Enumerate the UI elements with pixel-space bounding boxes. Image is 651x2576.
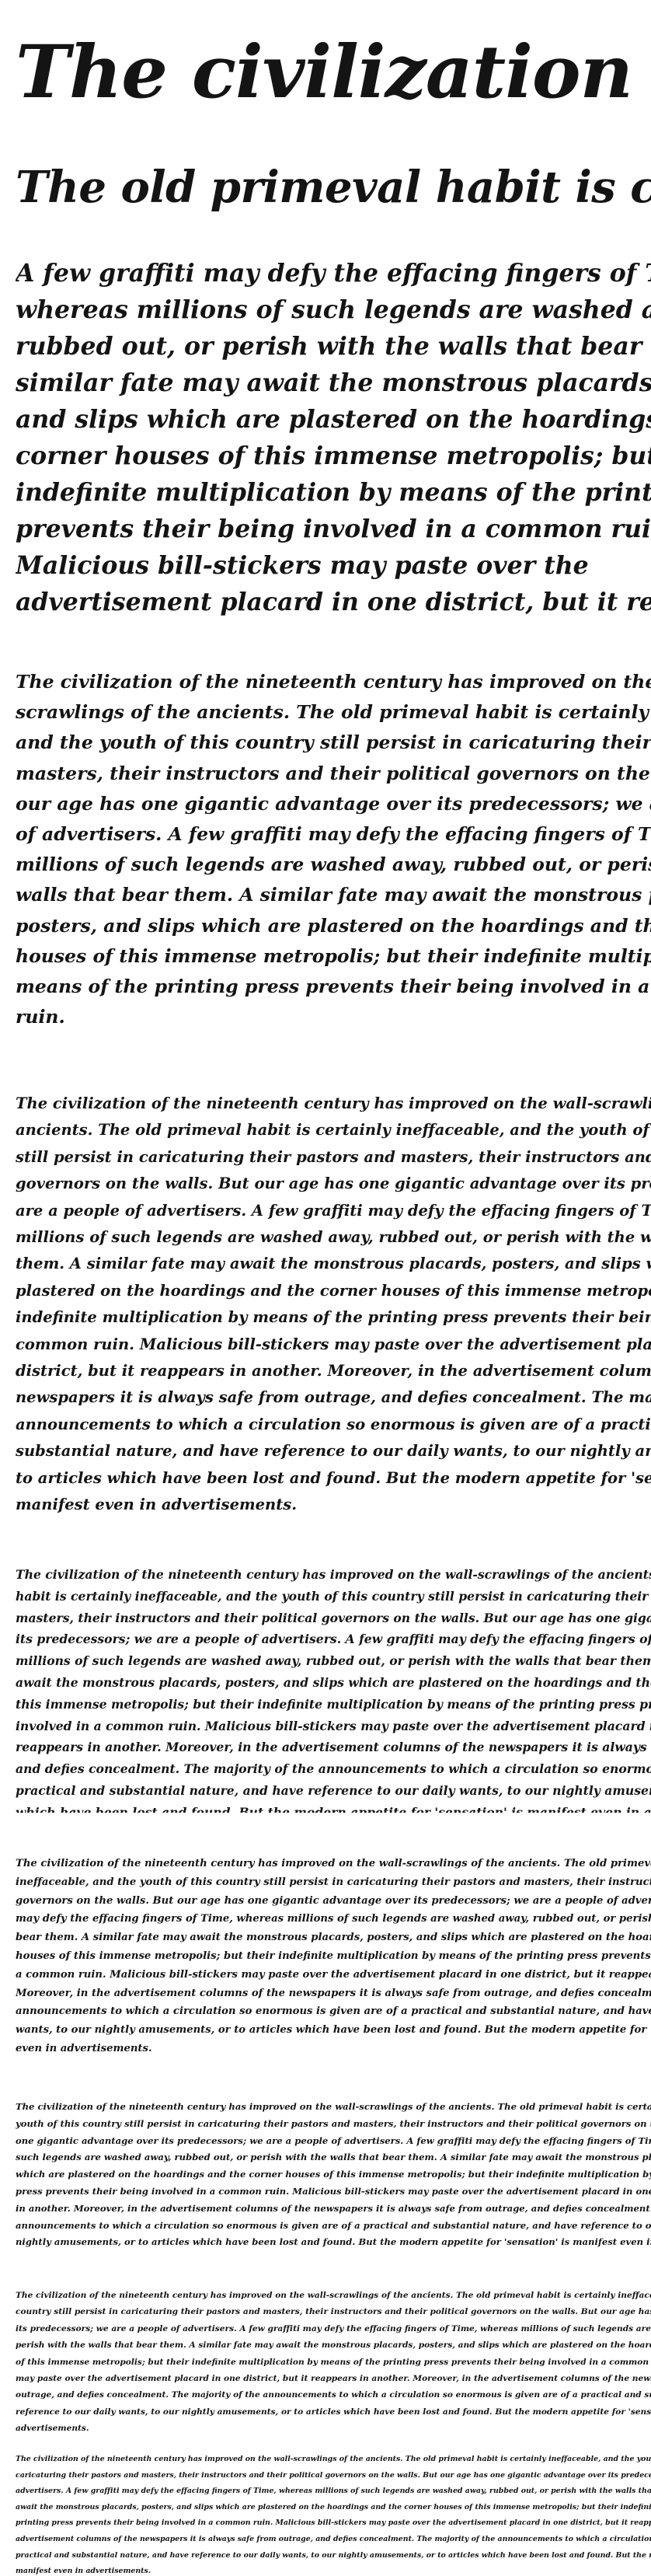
specimen-block-10: The civilization of the nineteenth centu… — [16, 2452, 651, 2576]
specimen-paragraph-4: The civilization of the nineteenth centu… — [16, 671, 651, 1028]
specimen-paragraph-8: The civilization of the nineteenth centu… — [16, 2101, 651, 2248]
specimen-paragraph-10: The civilization of the nineteenth centu… — [16, 2455, 651, 2576]
specimen-paragraph-7: The civilization of the nineteenth centu… — [16, 1858, 651, 2054]
specimen-block-5: The civilization of the nineteenth centu… — [16, 1091, 651, 1526]
specimen-block-9: The civilization of the nineteenth centu… — [16, 2288, 651, 2439]
specimen-block-7: The civilization of the nineteenth centu… — [16, 1855, 651, 2065]
specimen-block-3: A few graffiti may defy the effacing fin… — [16, 255, 651, 620]
specimen-paragraph-9: The civilization of the nineteenth centu… — [16, 2291, 651, 2434]
specimen-paragraph-6: The civilization of the nineteenth centu… — [16, 1567, 651, 1813]
specimen-line-2: The old primeval habit is certainly inef… — [16, 162, 651, 213]
specimen-paragraph-5: The civilization of the nineteenth centu… — [16, 1094, 651, 1514]
specimen-block-4: The civilization of the nineteenth centu… — [16, 667, 651, 1032]
specimen-block-8: The civilization of the nineteenth centu… — [16, 2099, 651, 2270]
specimen-line-1: The civilization of the nineteenth centu… — [16, 30, 651, 115]
specimen-block-6: The civilization of the nineteenth centu… — [16, 1564, 651, 1813]
specimen-paragraph-3: A few graffiti may defy the effacing fin… — [16, 259, 651, 616]
